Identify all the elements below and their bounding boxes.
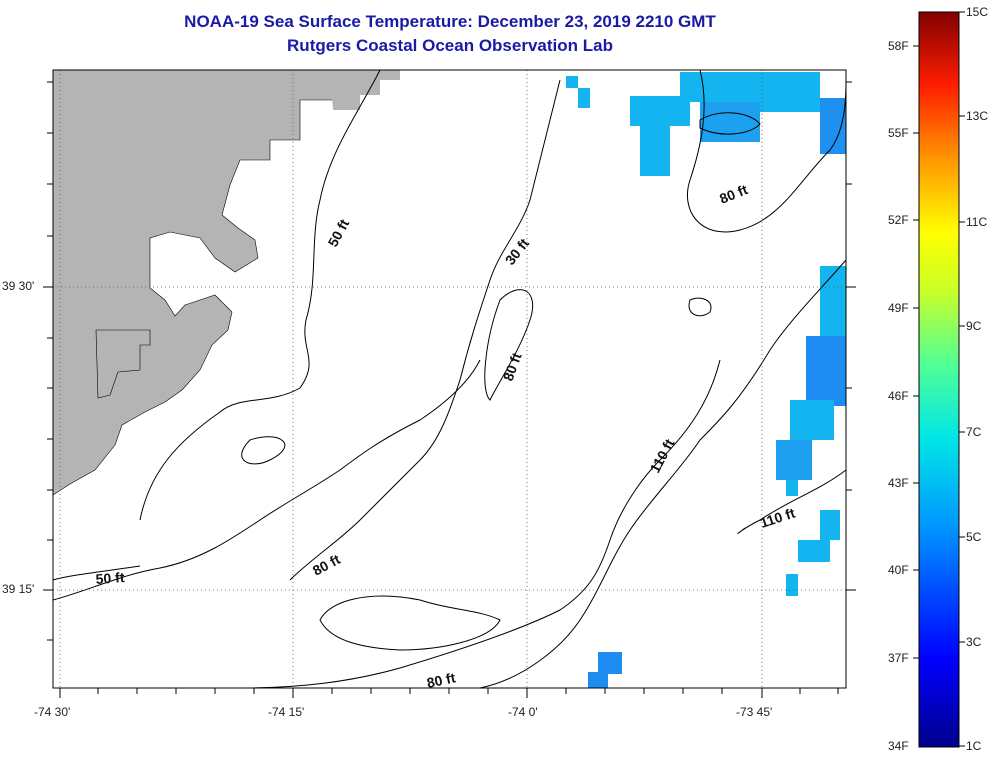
land-islands xyxy=(330,70,400,110)
contour-label-80ft-mid: 80 ft xyxy=(500,350,525,383)
cb-c-15: 15C xyxy=(966,5,989,19)
land-nj-coast xyxy=(52,69,334,496)
contour-label-80ft-sw: 80 ft xyxy=(310,551,343,579)
cb-f-58: 58F xyxy=(888,39,909,53)
colorbar xyxy=(918,11,960,748)
map-title: NOAA-19 Sea Surface Temperature: Decembe… xyxy=(184,12,716,31)
cb-c-13: 13C xyxy=(966,109,989,123)
contour-label-50ft-north: 50 ft xyxy=(325,216,353,249)
x-label-7430: -74 30' xyxy=(34,705,71,719)
cb-c-3: 3C xyxy=(966,635,982,649)
cb-f-49: 49F xyxy=(888,301,909,315)
cb-f-55: 55F xyxy=(888,126,909,140)
x-label-7415: -74 15' xyxy=(268,705,305,719)
cb-c-7: 7C xyxy=(966,425,982,439)
x-label-7345: -73 45' xyxy=(736,705,773,719)
land-barnegat xyxy=(95,329,151,399)
map-subtitle: Rutgers Coastal Ocean Observation Lab xyxy=(287,36,613,55)
contour-label-80ft-ne: 80 ft xyxy=(717,181,750,207)
cb-c-1: 1C xyxy=(966,739,982,753)
cb-c-5: 5C xyxy=(966,530,982,544)
cb-f-46: 46F xyxy=(888,389,909,403)
contour-label-110ft-mid: 110 ft xyxy=(647,436,678,475)
graticule xyxy=(53,70,846,688)
contour-label-50ft-south: 50 ft xyxy=(95,569,125,587)
x-label-7400: -74 0' xyxy=(508,705,538,719)
contour-label-30ft: 30 ft xyxy=(502,235,533,268)
cb-f-34: 34F xyxy=(888,739,909,753)
cb-f-37: 37F xyxy=(888,651,909,665)
cb-f-40: 40F xyxy=(888,563,909,577)
cb-c-9: 9C xyxy=(966,319,982,333)
contour-label-110ft-se: 110 ft xyxy=(758,504,797,530)
colorbar-ticks xyxy=(913,11,965,747)
bathymetry-contours xyxy=(52,69,847,689)
cb-c-11: 11C xyxy=(966,215,988,229)
y-label-3930: 39 30' xyxy=(2,279,35,293)
y-label-3915: 39 15' xyxy=(2,582,35,596)
sst-pixels xyxy=(566,72,846,688)
contour-label-80ft-south: 80 ft xyxy=(425,669,457,691)
cb-f-52: 52F xyxy=(888,213,909,227)
axis-ticks xyxy=(43,81,856,698)
cb-f-43: 43F xyxy=(888,476,909,490)
